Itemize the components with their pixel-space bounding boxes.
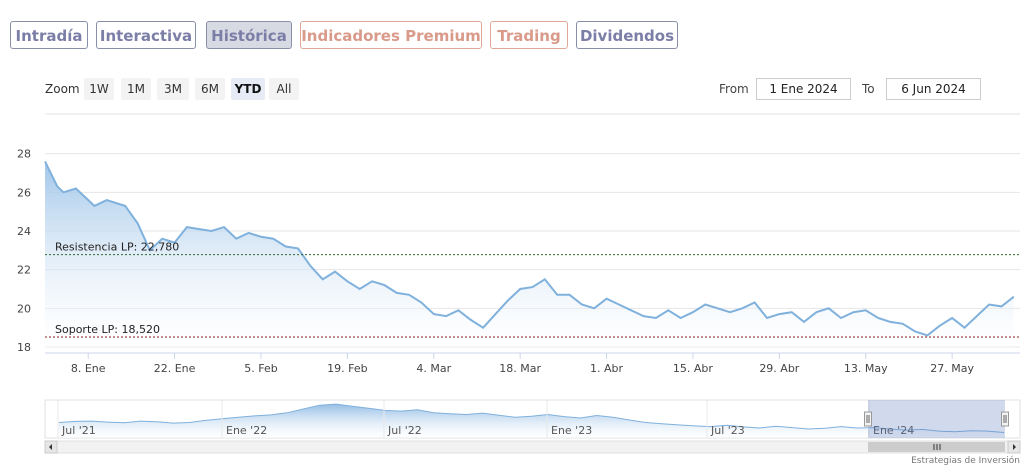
- arrow-right-icon: [1013, 444, 1016, 450]
- x-tick-label: 1. Abr: [590, 362, 623, 375]
- zoom-button-ytd[interactable]: YTD: [231, 78, 265, 100]
- tab-intradía[interactable]: Intradía: [10, 21, 88, 49]
- navigator-selection[interactable]: [868, 400, 1005, 438]
- resistance-label: Resistencia LP: 22,780: [55, 241, 179, 254]
- navigator-handle-left[interactable]: [864, 411, 872, 427]
- x-tick-label: 5. Feb: [244, 362, 277, 375]
- x-tick-label: 4. Mar: [416, 362, 451, 375]
- zoom-button-all[interactable]: All: [269, 78, 299, 100]
- navigator-handle-right[interactable]: [1001, 411, 1009, 427]
- from-date-input[interactable]: 1 Ene 2024: [756, 78, 851, 100]
- tab-indicadores-premium[interactable]: Indicadores Premium: [300, 21, 482, 49]
- navigator-area: [59, 404, 1004, 438]
- x-tick-label: 27. May: [930, 362, 974, 375]
- navigator-tick-label: Ene '23: [551, 424, 592, 437]
- zoom-button-1m[interactable]: 1M: [121, 78, 151, 100]
- y-tick-label: 20: [17, 302, 31, 315]
- from-label: From: [719, 82, 749, 96]
- tab-dividendos[interactable]: Dividendos: [576, 21, 678, 49]
- x-tick-label: 8. Ene: [71, 362, 106, 375]
- tab-histórica[interactable]: Histórica: [206, 21, 292, 49]
- x-tick-label: 19. Feb: [327, 362, 367, 375]
- credits-link[interactable]: Estrategias de Inversión: [911, 456, 1020, 466]
- x-tick-label: 29. Abr: [759, 362, 799, 375]
- zoom-button-6m[interactable]: 6M: [195, 78, 225, 100]
- zoom-button-3m[interactable]: 3M: [157, 78, 189, 100]
- to-label: To: [862, 82, 875, 96]
- arrow-left-icon: [49, 444, 52, 450]
- navigator-line: [58, 403, 1005, 433]
- x-tick-label: 15. Abr: [673, 362, 713, 375]
- x-tick-label: 22. Ene: [154, 362, 196, 375]
- price-area: [45, 161, 1014, 353]
- navigator-tick-label: Ene '24: [873, 424, 914, 437]
- y-tick-label: 26: [17, 186, 31, 199]
- y-tick-label: 24: [17, 225, 31, 238]
- y-tick-label: 18: [17, 341, 31, 354]
- zoom-label: Zoom: [45, 82, 80, 96]
- navigator-tick-label: Ene '22: [226, 424, 267, 437]
- tab-interactiva[interactable]: Interactiva: [96, 21, 196, 49]
- price-chart[interactable]: 28 26 24 22 20 18 Resistencia LP: 22,780 Soport…: [0, 110, 1036, 460]
- navigator-tick-label: Jul '21: [61, 424, 96, 437]
- support-label: Soporte LP: 18,520: [55, 323, 160, 336]
- y-tick-label: 22: [17, 264, 31, 277]
- x-tick-label: 18. Mar: [499, 362, 541, 375]
- y-tick-label: 28: [17, 148, 31, 161]
- zoom-button-1w[interactable]: 1W: [84, 78, 114, 100]
- navigator-tick-label: Jul '23: [710, 424, 745, 437]
- price-line[interactable]: [44, 160, 1015, 337]
- navigator-tick-label: Jul '22: [387, 424, 422, 437]
- x-tick-label: 13. May: [844, 362, 888, 375]
- to-date-input[interactable]: 6 Jun 2024: [886, 78, 981, 100]
- tab-trading[interactable]: Trading: [490, 21, 568, 49]
